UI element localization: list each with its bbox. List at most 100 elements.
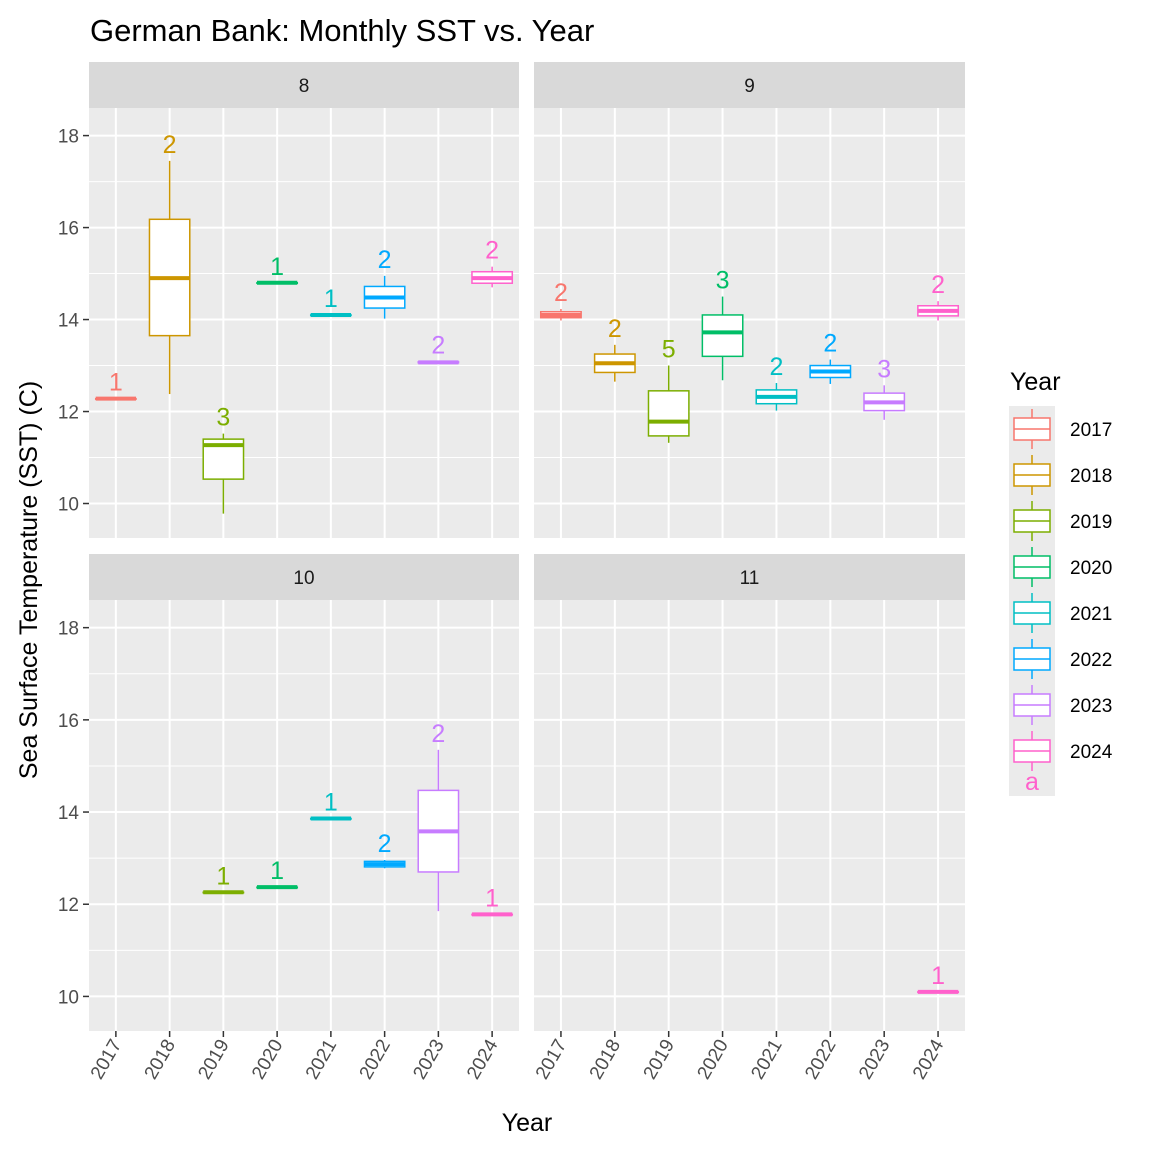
sample-count-label: 5: [662, 336, 676, 364]
sample-count-label: 1: [485, 884, 499, 912]
legend-item-2022: 2022: [1013, 639, 1112, 679]
box-2024: 1: [471, 884, 514, 917]
x-tick-label: 2024: [463, 1036, 503, 1083]
box-body: [701, 314, 744, 358]
box-2022: 2: [809, 330, 852, 384]
legend-key-text: a: [1025, 768, 1039, 796]
sample-count-label: 2: [769, 353, 783, 381]
box-2021: 1: [309, 285, 352, 317]
legend-label: 2020: [1070, 558, 1112, 579]
facet-panel: 11 2017 2018 2019 2020 2021 2022 2023 2024 1: [532, 554, 965, 1083]
box-body: [647, 390, 690, 437]
legend-item-2020: 2020: [1013, 547, 1112, 587]
box-2020: 1: [256, 253, 299, 285]
box-2018: 2: [148, 131, 191, 395]
x-tick-label: 2019: [194, 1036, 233, 1083]
facet-strip: [89, 62, 519, 108]
y-tick-label: 16: [58, 711, 79, 732]
legend-item-2019: 2019: [1013, 501, 1112, 541]
box-2020: 1: [256, 857, 299, 890]
sample-count-label: 2: [485, 237, 499, 265]
x-tick-label: 2023: [855, 1036, 894, 1083]
facet-strip: [534, 554, 965, 600]
legend-title: Year: [1010, 368, 1061, 396]
sample-count-label: 2: [431, 331, 445, 359]
legend-label: 2021: [1070, 604, 1112, 625]
legend-item-2021: 2021: [1013, 593, 1112, 633]
x-tick-label: 2017: [87, 1036, 126, 1083]
y-tick-label: 16: [58, 219, 79, 240]
y-tick-label: 14: [58, 311, 80, 332]
sample-count-label: 3: [877, 355, 891, 383]
box-2024: 2: [917, 271, 960, 321]
chart-title: German Bank: Monthly SST vs. Year: [90, 13, 594, 48]
facet-panels: 8101214161812311222922532232101012141618…: [58, 62, 965, 1083]
sample-count-label: 1: [109, 369, 123, 397]
sample-count-label: 3: [716, 267, 730, 295]
sample-count-label: 1: [324, 788, 338, 816]
sample-count-label: 1: [270, 253, 284, 281]
x-tick-label: 2020: [248, 1036, 287, 1083]
sample-count-label: 1: [270, 857, 284, 885]
y-tick-label: 18: [58, 619, 79, 640]
y-tick-label: 12: [58, 403, 79, 424]
sample-count-label: 2: [554, 279, 568, 307]
x-tick-label: 2021: [747, 1036, 786, 1083]
legend: Year 2017 2018 2019 2020 2021 2022 2023 2024 a: [1009, 368, 1113, 796]
x-axis-title: Year: [502, 1109, 553, 1137]
x-tick-label: 2018: [586, 1036, 625, 1083]
x-tick-label: 2017: [532, 1036, 571, 1083]
legend-item-2023: 2023: [1013, 685, 1112, 725]
legend-label: 2017: [1070, 420, 1112, 441]
sample-count-label: 1: [216, 862, 230, 890]
legend-item-2018: 2018: [1013, 455, 1112, 495]
panel-background: [534, 108, 965, 538]
x-tick-label: 2018: [141, 1036, 180, 1083]
sample-count-label: 1: [324, 285, 338, 313]
box-2023: 3: [863, 355, 906, 420]
x-tick-label: 2020: [694, 1036, 733, 1083]
legend-label: 2023: [1070, 696, 1112, 717]
x-tick-label: 2019: [640, 1036, 679, 1083]
box-2022: 2: [363, 246, 406, 319]
box-2023: 2: [417, 720, 460, 912]
box-2023: 2: [417, 331, 460, 365]
facet-strip-label: 10: [293, 568, 314, 589]
sample-count-label: 3: [216, 404, 230, 432]
x-tick-label: 2021: [302, 1036, 341, 1083]
x-tick-label: 2022: [356, 1036, 395, 1083]
facet-strip: [534, 62, 965, 108]
x-tick-label: 2023: [409, 1036, 448, 1083]
box-2019: 1: [202, 862, 245, 895]
facet-strip-label: 11: [740, 568, 760, 589]
box-2022: 2: [363, 830, 406, 869]
y-tick-label: 10: [58, 495, 79, 516]
box-2021: 1: [309, 788, 352, 821]
box-2018: 2: [593, 315, 636, 382]
box-2021: 2: [755, 353, 798, 411]
facet-panel: 9 2 2 5 3 2 2 3 2: [534, 62, 965, 538]
box-2017: 2: [539, 279, 582, 321]
box-2019: 5: [647, 336, 690, 443]
legend-label: 2022: [1070, 650, 1112, 671]
legend-item-2017: 2017: [1013, 409, 1112, 449]
box-2024: 1: [917, 962, 960, 994]
facet-strip-label: 8: [299, 76, 310, 97]
x-tick-label: 2022: [801, 1036, 840, 1083]
y-tick-label: 12: [58, 895, 79, 916]
panel-background: [534, 600, 965, 1031]
y-tick-label: 18: [58, 127, 79, 148]
facet-strip: [89, 554, 519, 600]
sample-count-label: 2: [378, 830, 392, 858]
sample-count-label: 2: [823, 330, 837, 358]
sample-count-label: 1: [931, 962, 945, 990]
box-2024: 2: [471, 237, 514, 288]
legend-label: 2019: [1070, 512, 1112, 533]
sample-count-label: 2: [931, 271, 945, 299]
box-2020: 3: [701, 267, 744, 381]
sample-count-label: 2: [608, 315, 622, 343]
y-axis-title: Sea Surface Temperature (SST) (C): [15, 381, 43, 779]
legend-label: 2024: [1070, 742, 1113, 763]
